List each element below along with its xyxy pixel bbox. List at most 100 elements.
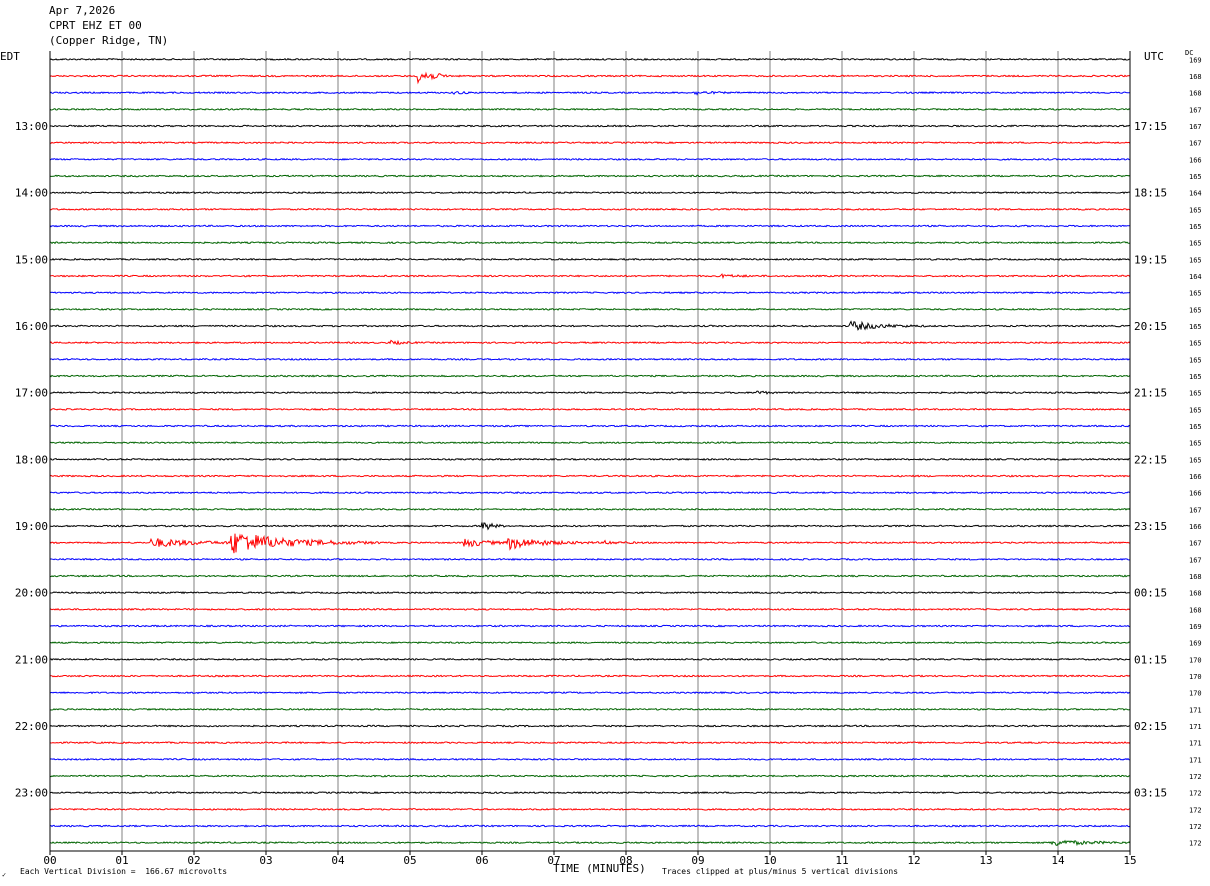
trace-row-10 — [49, 224, 1131, 228]
x-tick-label-14: 14 — [1051, 854, 1065, 867]
left-time-label: 13:00 — [15, 120, 48, 133]
left-time-label: 19:00 — [15, 520, 48, 533]
dc-offset-label: 165 — [1189, 323, 1202, 331]
trace-row-18 — [49, 357, 1131, 361]
trace-row-40 — [49, 724, 1131, 728]
trace-row-47 — [49, 839, 1131, 847]
right-time-label: 02:15 — [1134, 720, 1167, 733]
dc-offset-label: 164 — [1189, 273, 1202, 281]
left-time-label: 16:00 — [15, 320, 48, 333]
dc-offset-label: 167 — [1189, 556, 1202, 564]
x-tick-label-03: 03 — [259, 854, 272, 867]
dc-offset-label: 165 — [1189, 423, 1202, 431]
right-time-label: 21:15 — [1134, 387, 1167, 400]
dc-offset-label: 172 — [1189, 823, 1202, 831]
dc-offset-label: 168 — [1189, 573, 1202, 581]
right-time-label: 18:15 — [1134, 187, 1167, 200]
dc-offset-label: 167 — [1189, 106, 1202, 114]
trace-row-16 — [49, 320, 1131, 331]
trace-row-24 — [49, 457, 1131, 461]
dc-offset-label: 165 — [1189, 173, 1202, 181]
header-location: (Copper Ridge, TN) — [49, 34, 169, 47]
dc-offset-label: 171 — [1189, 740, 1202, 748]
trace-row-15 — [49, 307, 1131, 311]
dc-offset-label: 166 — [1189, 473, 1202, 481]
trace-row-30 — [49, 557, 1130, 561]
x-tick-label-01: 01 — [115, 854, 128, 867]
header-station: CPRT EHZ ET 00 — [49, 19, 142, 32]
dc-offset-label: 165 — [1189, 406, 1202, 414]
x-tick-label-04: 04 — [331, 854, 345, 867]
trace-row-13 — [49, 273, 1131, 280]
x-tick-label-13: 13 — [979, 854, 992, 867]
trace-row-21 — [49, 407, 1131, 411]
left-time-label: 21:00 — [15, 653, 48, 666]
trace-row-0 — [49, 57, 1131, 61]
trace-row-9 — [49, 207, 1131, 211]
trace-row-33 — [49, 607, 1131, 611]
dc-offset-label: 170 — [1189, 690, 1202, 698]
dc-offset-label: 165 — [1189, 256, 1202, 264]
dc-offset-label: 168 — [1189, 73, 1202, 81]
dc-offset-label: 172 — [1189, 840, 1202, 848]
dc-offset-label: 171 — [1189, 723, 1202, 731]
dc-offset-label: 165 — [1189, 223, 1202, 231]
right-time-label: 00:15 — [1134, 587, 1167, 600]
x-tick-label-06: 06 — [475, 854, 488, 867]
dc-offset-label: 165 — [1189, 290, 1202, 298]
x-axis-ticks: 00 01 02 03 04 05 06 07 08 09 10 11 12 13 14 15 — [43, 851, 1137, 867]
x-tick-label-08: 08 — [619, 854, 632, 867]
trace-row-11 — [49, 241, 1131, 245]
dc-offset-label: 170 — [1189, 656, 1202, 664]
x-tick-label-05: 05 — [403, 854, 416, 867]
dc-offset-label: 167 — [1189, 123, 1202, 131]
dc-offset-label: 165 — [1189, 306, 1202, 314]
trace-row-45 — [49, 807, 1131, 811]
trace-row-29 — [49, 533, 1131, 554]
trace-row-37 — [49, 674, 1131, 678]
trace-row-46 — [49, 824, 1131, 828]
left-time-label: 17:00 — [15, 387, 48, 400]
x-tick-label-00: 00 — [43, 854, 56, 867]
trace-row-7 — [49, 174, 1131, 178]
left-time-label: 14:00 — [15, 187, 48, 200]
dc-offset-label: 165 — [1189, 456, 1202, 464]
left-time-label: 22:00 — [15, 720, 48, 733]
x-tick-label-12: 12 — [907, 854, 920, 867]
trace-row-4 — [49, 124, 1131, 128]
dc-offset-label: 169 — [1189, 56, 1202, 64]
left-time-label: 15:00 — [15, 253, 48, 266]
trace-row-28 — [49, 522, 1131, 531]
right-time-label: 17:15 — [1134, 120, 1167, 133]
corner-mark: ✓ — [2, 871, 7, 879]
trace-row-31 — [49, 574, 1131, 578]
x-tick-label-15: 15 — [1123, 854, 1136, 867]
dc-offset-label: 172 — [1189, 773, 1202, 781]
trace-row-43 — [49, 774, 1131, 778]
left-time-label: 23:00 — [15, 787, 48, 800]
scale-note: Each Vertical Division = 166.67 microvol… — [20, 867, 228, 876]
dc-offset-label: 168 — [1189, 606, 1202, 614]
trace-row-35 — [49, 641, 1131, 645]
dc-offset-label: 164 — [1189, 190, 1202, 198]
trace-row-44 — [49, 791, 1131, 795]
right-time-label: 19:15 — [1134, 253, 1167, 266]
x-tick-label-11: 11 — [835, 854, 848, 867]
axis-labels: 13:00 14:00 15:00 16:00 17:00 18:00 19:00 20:00… — [15, 56, 1202, 847]
trace-row-2 — [49, 90, 1130, 96]
dc-offset-label: 169 — [1189, 640, 1202, 648]
dc-offset-label: 171 — [1189, 706, 1202, 714]
x-tick-label-09: 09 — [691, 854, 704, 867]
dc-offset-label: 167 — [1189, 540, 1202, 548]
dc-offset-label: 168 — [1189, 590, 1202, 598]
dc-offset-label: 172 — [1189, 790, 1202, 798]
trace-row-20 — [49, 390, 1131, 395]
trace-row-23 — [49, 441, 1131, 445]
left-time-label: 20:00 — [15, 587, 48, 600]
x-tick-label-10: 10 — [763, 854, 776, 867]
right-time-label: 20:15 — [1134, 320, 1167, 333]
trace-row-34 — [49, 624, 1131, 628]
trace-row-38 — [49, 691, 1131, 695]
dc-offset-label: 166 — [1189, 156, 1202, 164]
